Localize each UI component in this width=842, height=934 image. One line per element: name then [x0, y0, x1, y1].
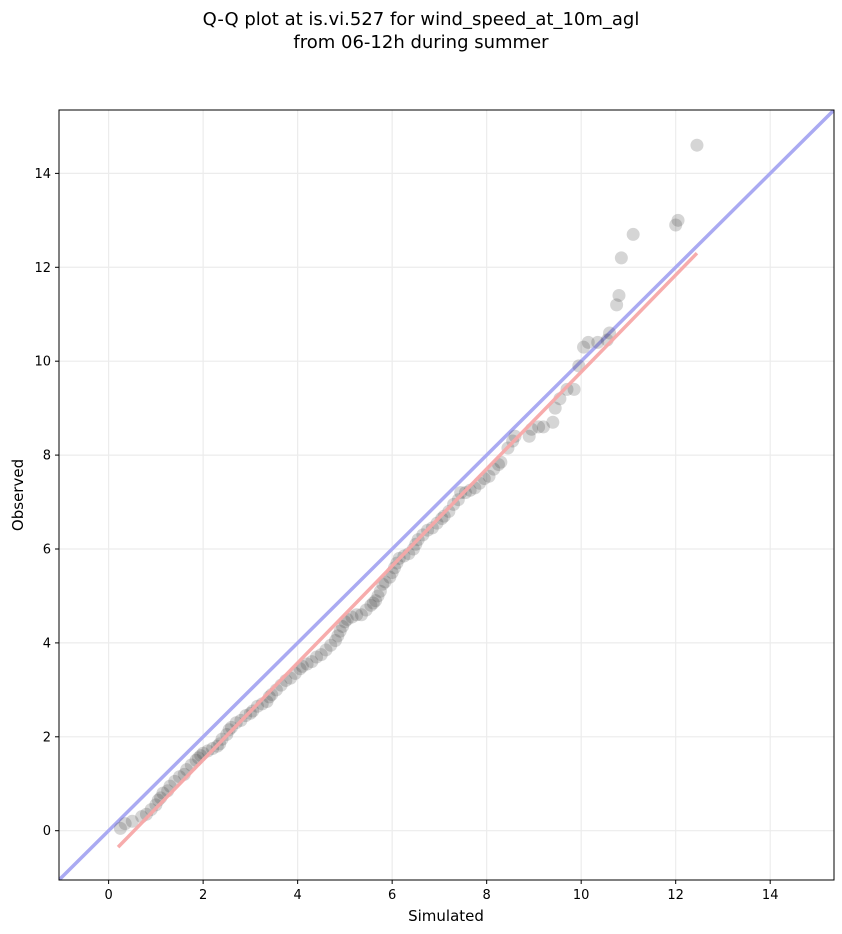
data-point — [546, 415, 560, 429]
data-point — [442, 504, 456, 518]
data-point — [508, 429, 522, 443]
data-point — [614, 251, 628, 265]
data-point — [310, 650, 324, 664]
x-axis-label: Simulated — [408, 907, 484, 925]
x-tick-label: 8 — [483, 888, 491, 903]
data-point — [536, 420, 550, 434]
data-point — [373, 584, 387, 598]
data-point — [324, 638, 338, 652]
data-point — [671, 213, 685, 227]
data-point — [435, 511, 449, 525]
data-point — [364, 598, 378, 612]
y-tick-label: 12 — [34, 261, 51, 276]
data-point — [560, 382, 574, 396]
data-point — [532, 420, 546, 434]
y-tick-label: 2 — [43, 730, 51, 745]
data-point — [626, 227, 640, 241]
y-tick-label: 10 — [34, 355, 51, 370]
y-tick-label: 0 — [43, 824, 51, 839]
data-point — [581, 335, 595, 349]
x-tick-label: 4 — [294, 888, 302, 903]
data-point — [118, 817, 132, 831]
x-tick-label: 6 — [388, 888, 396, 903]
data-point — [409, 537, 423, 551]
data-point — [333, 624, 347, 638]
data-point — [224, 720, 238, 734]
data-point — [113, 821, 127, 835]
data-point — [548, 401, 562, 415]
data-point — [345, 610, 359, 624]
y-tick-label: 8 — [43, 449, 51, 464]
data-point — [577, 340, 591, 354]
data-point — [371, 589, 385, 603]
plot-frame — [58, 109, 835, 881]
data-point — [454, 486, 468, 500]
fit-line-layer — [116, 251, 699, 849]
reference-line — [59, 110, 834, 880]
data-point — [430, 516, 444, 530]
data-point — [354, 608, 368, 622]
data-point — [366, 596, 380, 610]
y-axis: 0 2 4 6 8 10 12 14 — [34, 167, 59, 839]
data-point — [144, 803, 158, 817]
data-point — [149, 798, 163, 812]
x-tick-label: 12 — [667, 888, 684, 903]
data-point — [331, 629, 345, 643]
data-point — [522, 429, 536, 443]
x-tick-label: 10 — [573, 888, 590, 903]
fit-line — [116, 251, 699, 849]
data-point — [669, 218, 683, 232]
y-tick-label: 14 — [34, 167, 51, 182]
data-point — [591, 335, 605, 349]
data-point — [139, 807, 153, 821]
y-tick-label: 6 — [43, 542, 51, 557]
data-point — [314, 648, 328, 662]
data-point — [359, 603, 373, 617]
x-tick-label: 2 — [199, 888, 207, 903]
data-point — [336, 619, 350, 633]
data-point — [610, 298, 624, 312]
data-point — [300, 657, 314, 671]
data-point — [612, 288, 626, 302]
x-tick-label: 14 — [762, 888, 779, 903]
data-point — [437, 509, 451, 523]
chart-title: Q-Q plot at is.vi.527 for wind_speed_at_… — [202, 9, 640, 30]
data-point — [567, 382, 581, 396]
data-point — [305, 655, 319, 669]
reference-line-layer — [59, 110, 834, 880]
data-point — [350, 608, 364, 622]
data-point — [482, 469, 496, 483]
data-point — [229, 716, 243, 730]
chart-subtitle: from 06-12h during summer — [293, 32, 549, 53]
x-axis: 0 2 4 6 8 10 12 14 — [104, 880, 778, 903]
data-point — [369, 594, 383, 608]
data-point — [603, 326, 617, 340]
y-tick-label: 4 — [43, 636, 51, 651]
x-tick-label: 0 — [104, 888, 112, 903]
grid — [59, 110, 834, 880]
data-point — [222, 723, 236, 737]
y-axis-label: Observed — [9, 459, 27, 531]
chart-title-block: Q-Q plot at is.vi.527 for wind_speed_at_… — [0, 8, 842, 54]
data-point — [690, 138, 704, 152]
data-point — [328, 634, 342, 648]
data-point — [319, 643, 333, 657]
data-point — [125, 814, 139, 828]
data-point — [425, 521, 439, 535]
